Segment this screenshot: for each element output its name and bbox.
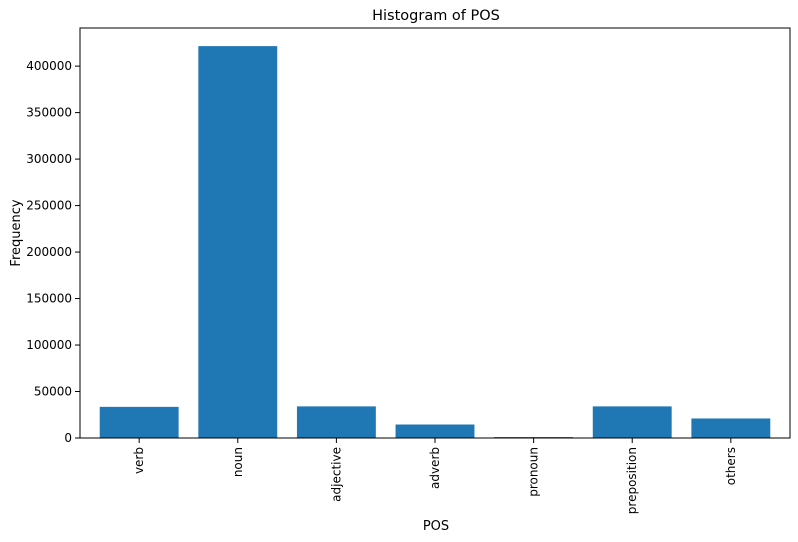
y-axis-ticks: 0 50000 100000 150000 200000 250000 300000 3500… [26,59,80,445]
x-tick-label: pronoun [527,447,541,497]
x-tick-label: adjective [329,447,343,502]
bar-adverb [395,424,475,438]
y-tick-label: 400000 [26,59,72,73]
x-tick-label: verb [132,447,146,474]
x-tick-label: adverb [428,447,442,489]
bar-preposition [592,406,672,438]
y-tick-label: 0 [64,431,72,445]
bar-noun [198,46,278,439]
x-tick-label: others [724,447,738,485]
y-tick-label: 200000 [26,245,72,259]
bar-others [691,418,771,438]
y-tick-label: 150000 [26,292,72,306]
y-tick-label: 300000 [26,152,72,166]
y-tick-label: 100000 [26,338,72,352]
y-tick-label: 350000 [26,106,72,120]
chart-title: Histogram of POS [372,8,500,24]
x-tick-label: noun [231,447,245,477]
x-tick-label: preposition [625,447,639,514]
bar-adjective [296,406,376,438]
bar-verb [99,406,179,438]
y-axis-label: Frequency [9,199,24,266]
y-tick-label: 50000 [34,385,72,399]
x-axis-ticks: verb noun adjective adverb pronoun prepositio… [132,438,738,514]
plot-frame [79,27,791,439]
x-axis-label: POS [423,519,449,534]
y-tick-label: 250000 [26,199,72,213]
bars-group [99,46,771,439]
